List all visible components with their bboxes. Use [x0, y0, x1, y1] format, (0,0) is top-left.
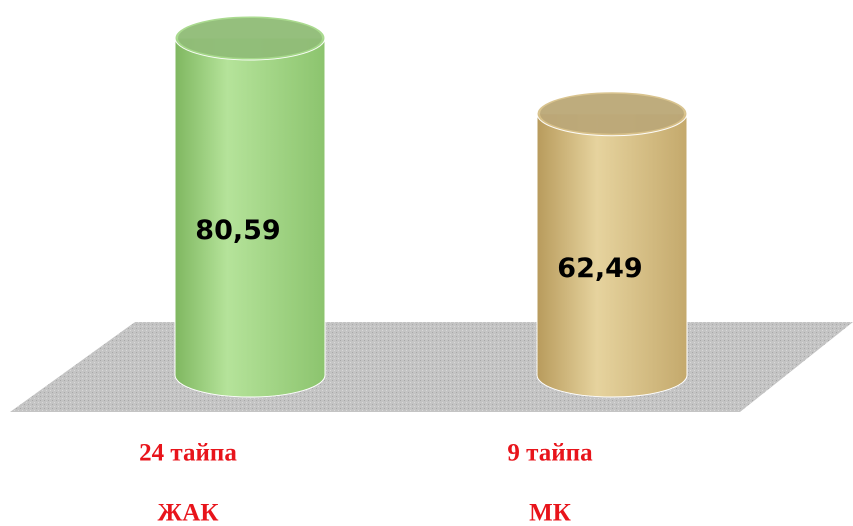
value-label: 62,49 — [557, 253, 642, 284]
category-label: МК — [529, 500, 571, 526]
cylinder-top-shade — [540, 93, 684, 134]
category-label: ЖАК — [158, 500, 219, 526]
cylinder-top — [536, 91, 688, 137]
cylinder-body — [536, 113, 688, 398]
floor — [10, 322, 853, 412]
value-label: 80,59 — [195, 215, 280, 246]
cylinder-body — [174, 37, 326, 398]
cylinder-top-shade — [178, 18, 322, 58]
category-label: 9 тайпа — [507, 440, 593, 467]
category-label: 24 тайпа — [139, 440, 237, 467]
cylinder-top — [174, 15, 326, 61]
